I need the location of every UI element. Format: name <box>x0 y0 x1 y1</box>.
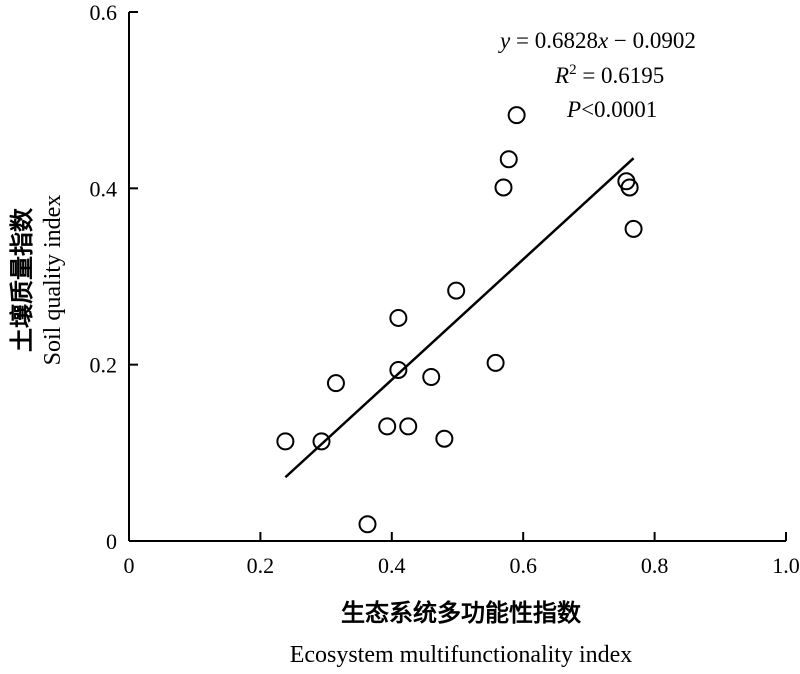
regression-line <box>284 157 635 479</box>
data-point-11 <box>486 353 505 372</box>
data-point-6 <box>389 360 408 379</box>
y-axis-title-cn: 土壤质量指数 <box>8 207 36 352</box>
data-point-17 <box>624 219 643 238</box>
x-tick-label: 1.0 <box>772 553 800 578</box>
y-axis-title-en: Soil quality index <box>40 195 66 366</box>
data-point-5 <box>389 308 408 327</box>
data-point-2 <box>326 374 345 393</box>
data-point-8 <box>422 368 441 387</box>
y-tick-label: 0.2 <box>90 353 118 378</box>
x-tick-label: 0.2 <box>247 553 275 578</box>
data-point-12 <box>494 178 513 197</box>
y-ticks: 0 0.2 0.4 0.6 <box>90 0 138 554</box>
x-axis-title-cn: 生态系统多功能性指数 <box>341 599 582 627</box>
data-point-0 <box>276 432 295 451</box>
data-point-4 <box>378 417 397 436</box>
y-tick-label: 0.6 <box>90 0 118 25</box>
x-ticks: 0 0.2 0.4 0.6 0.8 1.0 <box>124 532 800 578</box>
x-tick-label: 0 <box>124 553 135 578</box>
data-point-3 <box>358 515 377 534</box>
data-points <box>276 106 643 534</box>
x-axis-title-en: Ecosystem multifunctionality index <box>290 642 633 668</box>
data-point-9 <box>435 429 454 448</box>
data-point-1 <box>312 432 331 451</box>
data-point-14 <box>507 106 526 125</box>
data-point-10 <box>447 281 466 300</box>
data-point-13 <box>499 150 518 169</box>
data-point-16 <box>620 178 639 197</box>
y-tick-label: 0.4 <box>90 176 118 201</box>
equation-label: y = 0.6828x − 0.0902 <box>498 28 696 53</box>
x-tick-label: 0.8 <box>641 553 669 578</box>
x-tick-label: 0.4 <box>378 553 406 578</box>
r-squared-label: R2 = 0.6195 <box>554 62 664 88</box>
p-value-label: P<0.0001 <box>566 97 657 122</box>
data-point-7 <box>399 417 418 436</box>
y-tick-label: 0 <box>106 529 117 554</box>
fit-line <box>284 157 635 479</box>
x-tick-label: 0.6 <box>509 553 537 578</box>
